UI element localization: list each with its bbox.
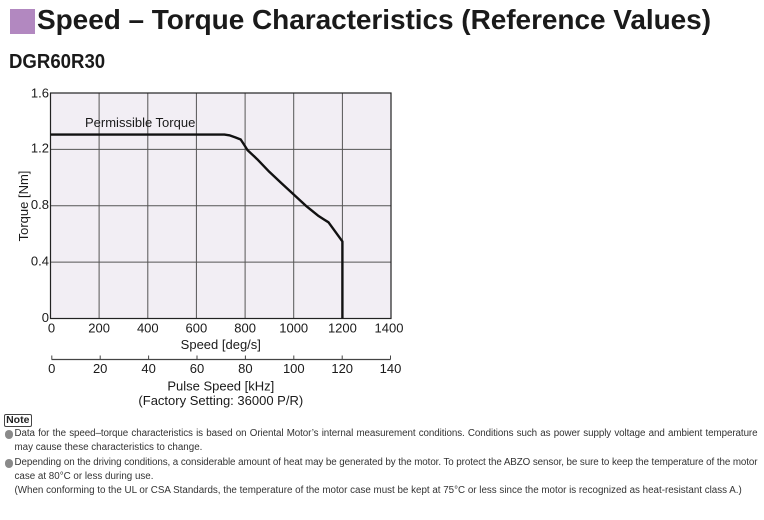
svg-text:Pulse Speed [kHz]: Pulse Speed [kHz] bbox=[167, 379, 274, 394]
svg-text:0.4: 0.4 bbox=[31, 253, 49, 268]
svg-text:1.6: 1.6 bbox=[31, 86, 49, 101]
svg-text:400: 400 bbox=[137, 321, 159, 336]
svg-text:Permissible Torque: Permissible Torque bbox=[85, 115, 195, 130]
svg-text:1200: 1200 bbox=[328, 321, 357, 336]
svg-text:60: 60 bbox=[190, 361, 204, 376]
svg-text:20: 20 bbox=[93, 361, 107, 376]
svg-text:120: 120 bbox=[331, 361, 353, 376]
svg-text:100: 100 bbox=[283, 361, 305, 376]
svg-text:0.8: 0.8 bbox=[31, 197, 49, 212]
svg-text:Speed [deg/s]: Speed [deg/s] bbox=[181, 337, 261, 352]
svg-text:0: 0 bbox=[42, 310, 49, 325]
svg-text:Torque [Nm]: Torque [Nm] bbox=[16, 171, 31, 242]
svg-text:0: 0 bbox=[48, 361, 55, 376]
svg-text:800: 800 bbox=[234, 321, 256, 336]
svg-text:1000: 1000 bbox=[279, 321, 308, 336]
svg-text:80: 80 bbox=[238, 361, 252, 376]
svg-text:0: 0 bbox=[48, 321, 55, 336]
svg-text:40: 40 bbox=[141, 361, 155, 376]
svg-text:200: 200 bbox=[88, 321, 110, 336]
svg-text:(Factory Setting: 36000 P/R): (Factory Setting: 36000 P/R) bbox=[138, 393, 303, 408]
svg-text:140: 140 bbox=[380, 361, 402, 376]
svg-text:1400: 1400 bbox=[375, 321, 404, 336]
svg-text:600: 600 bbox=[186, 321, 208, 336]
svg-text:1.2: 1.2 bbox=[31, 141, 49, 156]
